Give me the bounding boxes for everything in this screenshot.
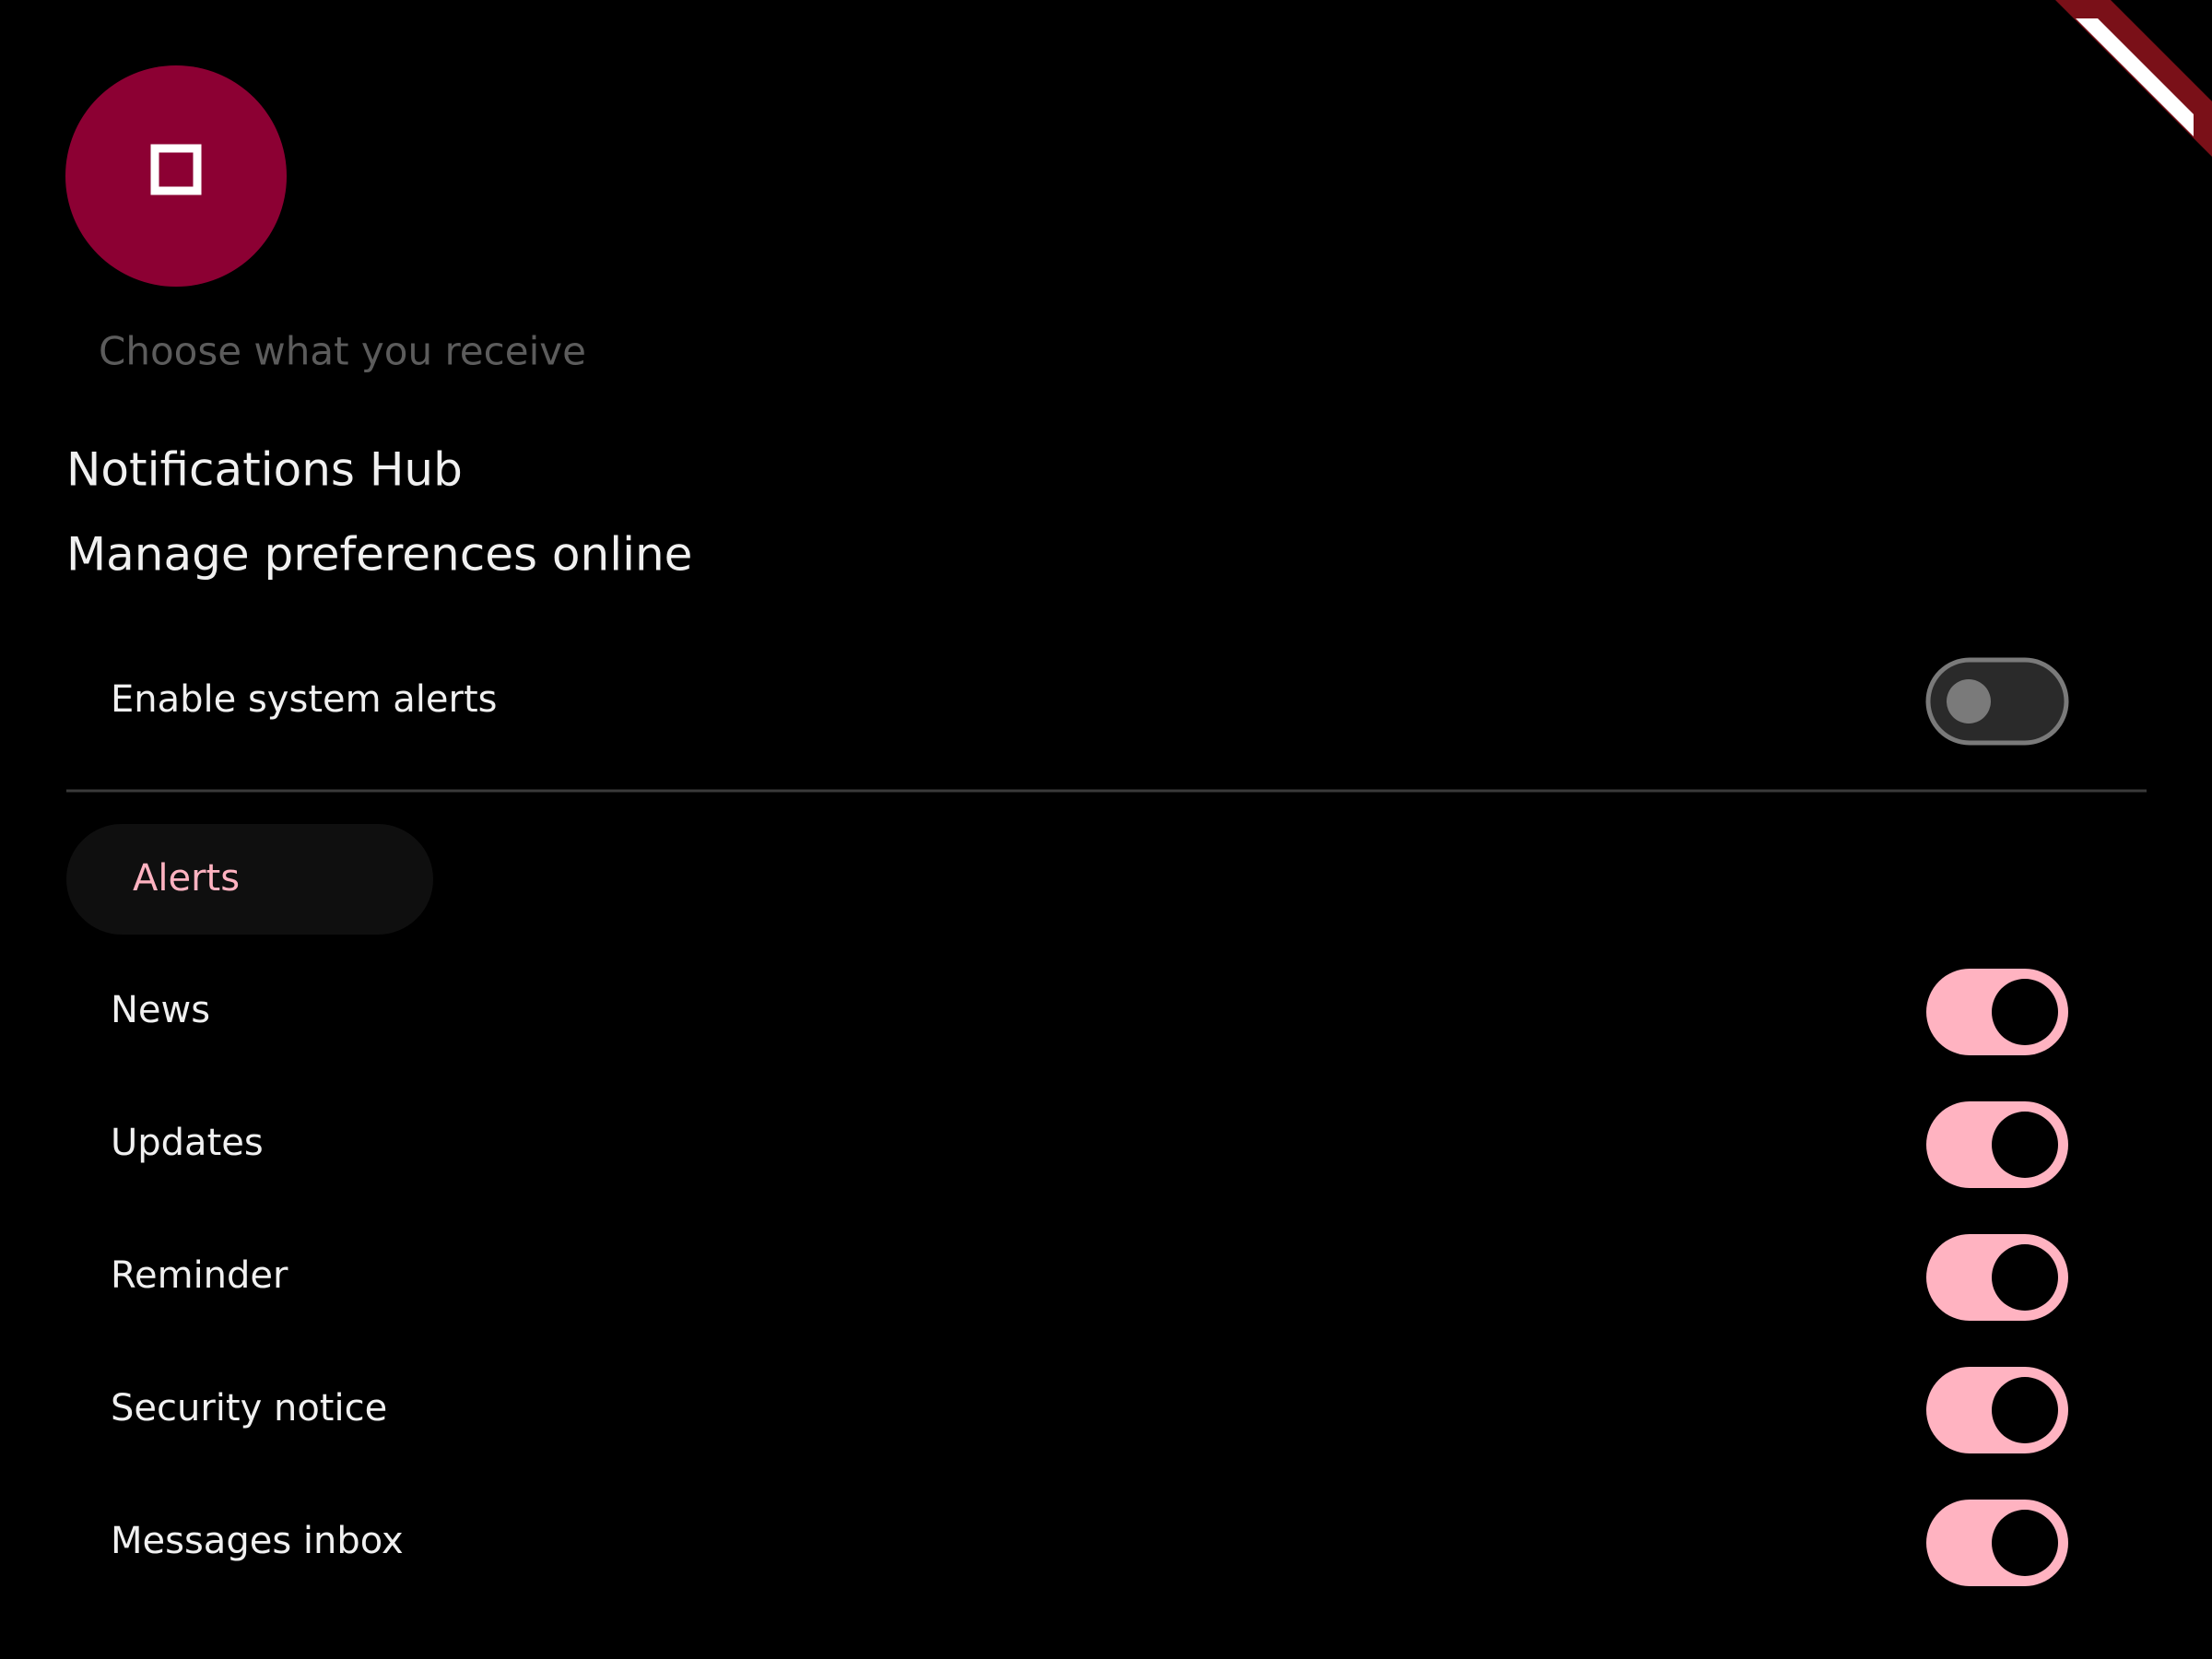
toggle-label: Updates bbox=[111, 1122, 264, 1164]
toggle-label: Messages inbox bbox=[111, 1520, 404, 1562]
switch-thumb bbox=[1947, 679, 1991, 724]
switch-thumb bbox=[1992, 1377, 2058, 1443]
toggle-row: Security notice bbox=[111, 1367, 2068, 1453]
toggle-row: News bbox=[111, 969, 2068, 1055]
toggle-label: Security notice bbox=[111, 1387, 387, 1430]
hint: Choose what you receive bbox=[99, 329, 586, 374]
title-line: Notifications Hub bbox=[66, 443, 463, 497]
debug-banner bbox=[2055, 0, 2212, 157]
switch-thumb bbox=[1992, 1244, 2058, 1311]
switch-thumb bbox=[1992, 979, 2058, 1045]
chip[interactable] bbox=[66, 824, 433, 935]
toggle-row: Messages inbox bbox=[111, 1500, 2068, 1586]
toggle-row: Reminder bbox=[111, 1234, 2068, 1321]
chip-label: Alerts bbox=[133, 857, 240, 900]
switch-thumb bbox=[1992, 1112, 2058, 1178]
toggle-list: News Updates Reminder Security notice Messag… bbox=[111, 969, 2068, 1586]
toggle-label: Reminder bbox=[111, 1254, 288, 1297]
toggle-row: Updates bbox=[111, 1101, 2068, 1188]
avatar[interactable] bbox=[65, 65, 287, 287]
avatar-icon bbox=[150, 144, 202, 195]
title-line: Manage preferences online bbox=[66, 528, 692, 582]
toggle-label: Enable system alerts bbox=[111, 678, 498, 721]
toggle-label: News bbox=[111, 989, 210, 1031]
debug-banner-stripe bbox=[2076, 18, 2194, 136]
switch[interactable] bbox=[1925, 657, 2069, 746]
switch-thumb bbox=[1992, 1510, 2058, 1576]
